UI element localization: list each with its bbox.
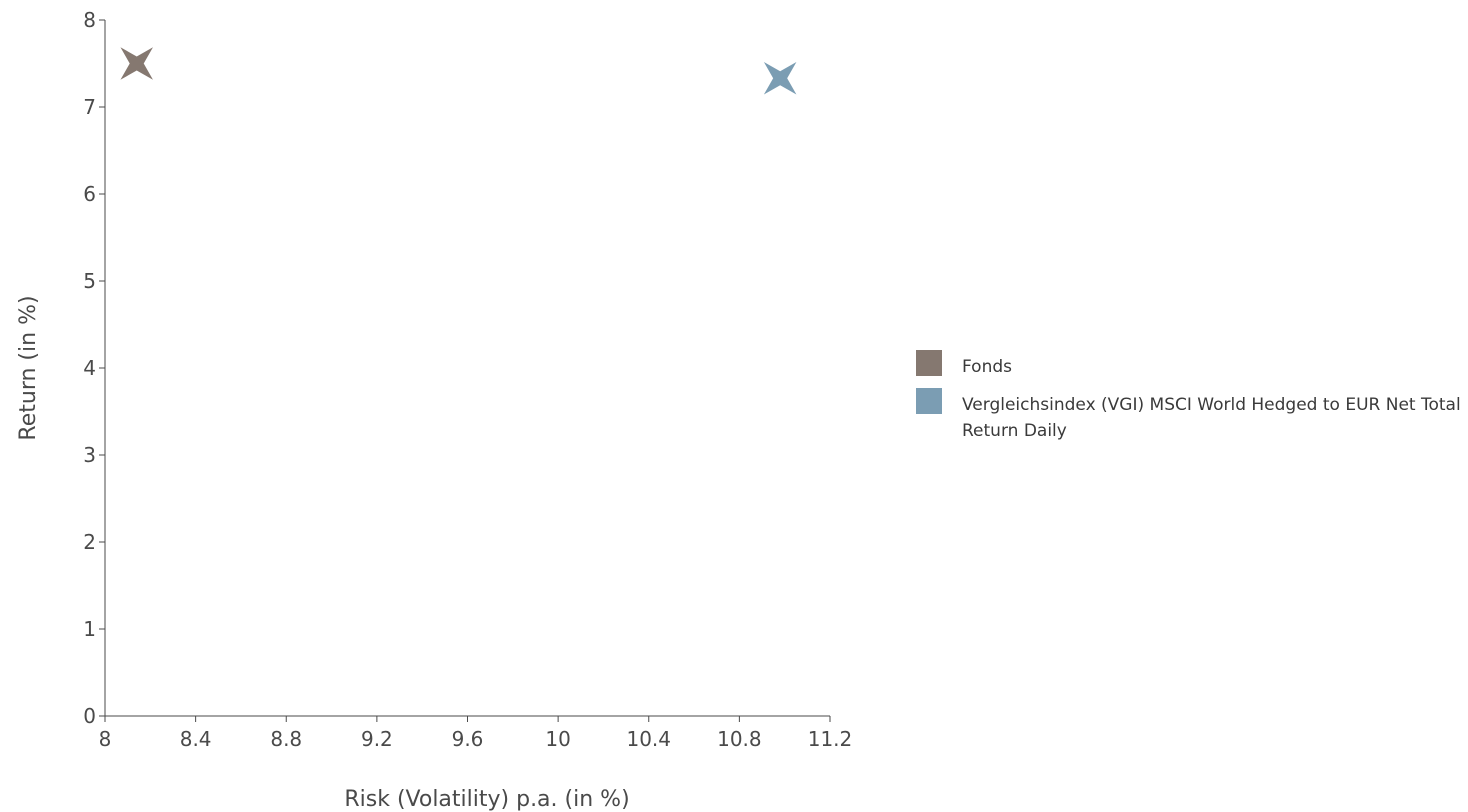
x-tick-label: 8 (99, 727, 112, 751)
legend-label-benchmark: Vergleichsindex (VGI) MSCI World Hedged … (962, 395, 1461, 441)
y-axis-title: Return (in %) (16, 295, 41, 440)
y-tick-label: 3 (83, 443, 96, 467)
x-tick-label: 8.4 (180, 727, 212, 751)
x-tick-label: 11.2 (808, 727, 853, 751)
legend-item-benchmark[interactable]: Vergleichsindex (VGI) MSCI World Hedged … (916, 388, 1468, 444)
y-tick-label: 6 (83, 182, 96, 206)
chart-legend: Fonds Vergleichsindex (VGI) MSCI World H… (916, 350, 1468, 452)
legend-swatch-benchmark (916, 388, 942, 414)
x-axis-title: Risk (Volatility) p.a. (in %) (344, 787, 629, 812)
y-tick-label: 5 (83, 269, 96, 293)
x-tick-label: 10.4 (626, 727, 671, 751)
y-axis-ticks: 0 1 2 3 4 5 6 7 8 (83, 8, 105, 728)
y-tick-label: 4 (83, 356, 96, 380)
x-tick-label: 10.8 (717, 727, 762, 751)
x-axis-ticks: 8 8.4 8.8 9.2 9.6 10 10.4 10.8 11.2 (99, 716, 853, 751)
legend-item-fonds[interactable]: Fonds (916, 350, 1468, 380)
y-tick-label: 7 (83, 95, 96, 119)
x-tick-label: 8.8 (270, 727, 302, 751)
y-tick-label: 1 (83, 617, 96, 641)
legend-swatch-fonds (916, 350, 942, 376)
data-points (120, 47, 797, 95)
y-tick-label: 2 (83, 530, 96, 554)
y-tick-label: 0 (83, 704, 96, 728)
y-tick-label: 8 (83, 8, 96, 32)
x-tick-label: 9.2 (361, 727, 393, 751)
data-point-fonds[interactable] (120, 47, 153, 80)
x-tick-label: 9.6 (452, 727, 484, 751)
data-point-benchmark[interactable] (763, 62, 797, 95)
legend-label-fonds: Fonds (962, 357, 1012, 377)
x-tick-label: 10 (545, 727, 570, 751)
